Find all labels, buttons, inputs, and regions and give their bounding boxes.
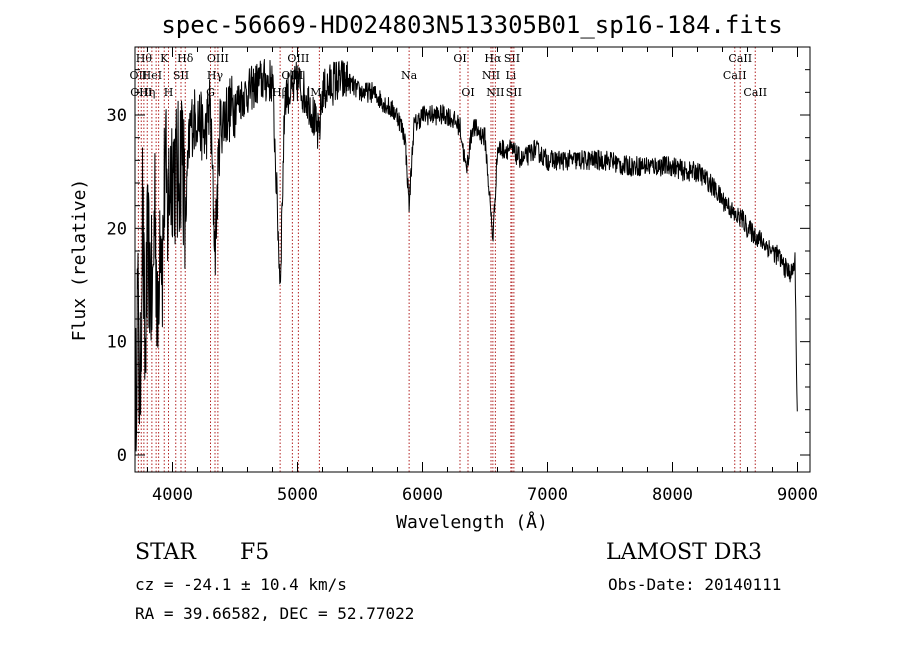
y-axis-label: Flux (relative) bbox=[69, 179, 90, 342]
observation-date: Obs-Date: 20140111 bbox=[608, 575, 782, 594]
x-tick-label: 4000 bbox=[152, 485, 193, 505]
marker-label: Hα bbox=[484, 52, 502, 65]
marker-label: OIII bbox=[207, 52, 229, 65]
x-tick-label: 5000 bbox=[277, 485, 318, 505]
x-tick-label: 8000 bbox=[652, 485, 693, 505]
flux-series bbox=[134, 59, 798, 467]
survey-name: LAMOST DR3 bbox=[606, 540, 762, 565]
marker-label: OIII bbox=[287, 52, 309, 65]
x-tick-label: 6000 bbox=[402, 485, 443, 505]
marker-label: OII bbox=[130, 69, 148, 82]
marker-label: NII bbox=[482, 69, 500, 82]
x-axis: 4000 5000 6000 7000 8000 9000 bbox=[147, 47, 818, 505]
y-tick-label: 30 bbox=[107, 106, 127, 126]
y-tick-label: 0 bbox=[117, 446, 127, 466]
spectral-subclass: F5 bbox=[240, 540, 270, 565]
marker-label: Hη bbox=[139, 86, 155, 99]
marker-label: CaII bbox=[743, 86, 767, 99]
marker-label: H bbox=[164, 86, 174, 99]
x-tick-label: 9000 bbox=[777, 485, 818, 505]
sky-coordinates: RA = 39.66582, DEC = 52.77022 bbox=[135, 604, 415, 623]
marker-label: Hδ bbox=[177, 52, 194, 65]
marker-label: CaII bbox=[723, 69, 747, 82]
marker-label: Hβ bbox=[272, 86, 288, 99]
marker-label: HeI bbox=[142, 69, 162, 82]
x-tick-label: 7000 bbox=[527, 485, 568, 505]
chart-title: spec-56669-HD024803N513305B01_sp16-184.f… bbox=[161, 11, 782, 39]
marker-label: SII bbox=[504, 52, 520, 65]
marker-label: Li bbox=[505, 69, 516, 82]
flux-line bbox=[134, 59, 798, 467]
object-type: STAR bbox=[135, 540, 196, 565]
x-axis-label: Wavelength (Å) bbox=[396, 511, 548, 533]
marker-label: OI bbox=[453, 52, 466, 65]
y-axis: 0 10 20 30 bbox=[107, 69, 810, 466]
y-tick-label: 10 bbox=[107, 333, 127, 353]
marker-label: Hθ bbox=[136, 52, 153, 65]
y-tick-label: 20 bbox=[107, 219, 127, 239]
marker-label: Hγ bbox=[207, 69, 224, 82]
marker-label: NII bbox=[486, 86, 504, 99]
redshift-velocity: cz = -24.1 ± 10.4 km/s bbox=[135, 575, 347, 594]
marker-label: G bbox=[206, 86, 215, 99]
marker-label: SII bbox=[173, 69, 189, 82]
marker-label: Na bbox=[401, 69, 418, 82]
marker-label: OI bbox=[461, 86, 474, 99]
marker-label: CaII bbox=[728, 52, 752, 65]
marker-label: K bbox=[160, 52, 169, 65]
marker-label: SII bbox=[506, 86, 522, 99]
